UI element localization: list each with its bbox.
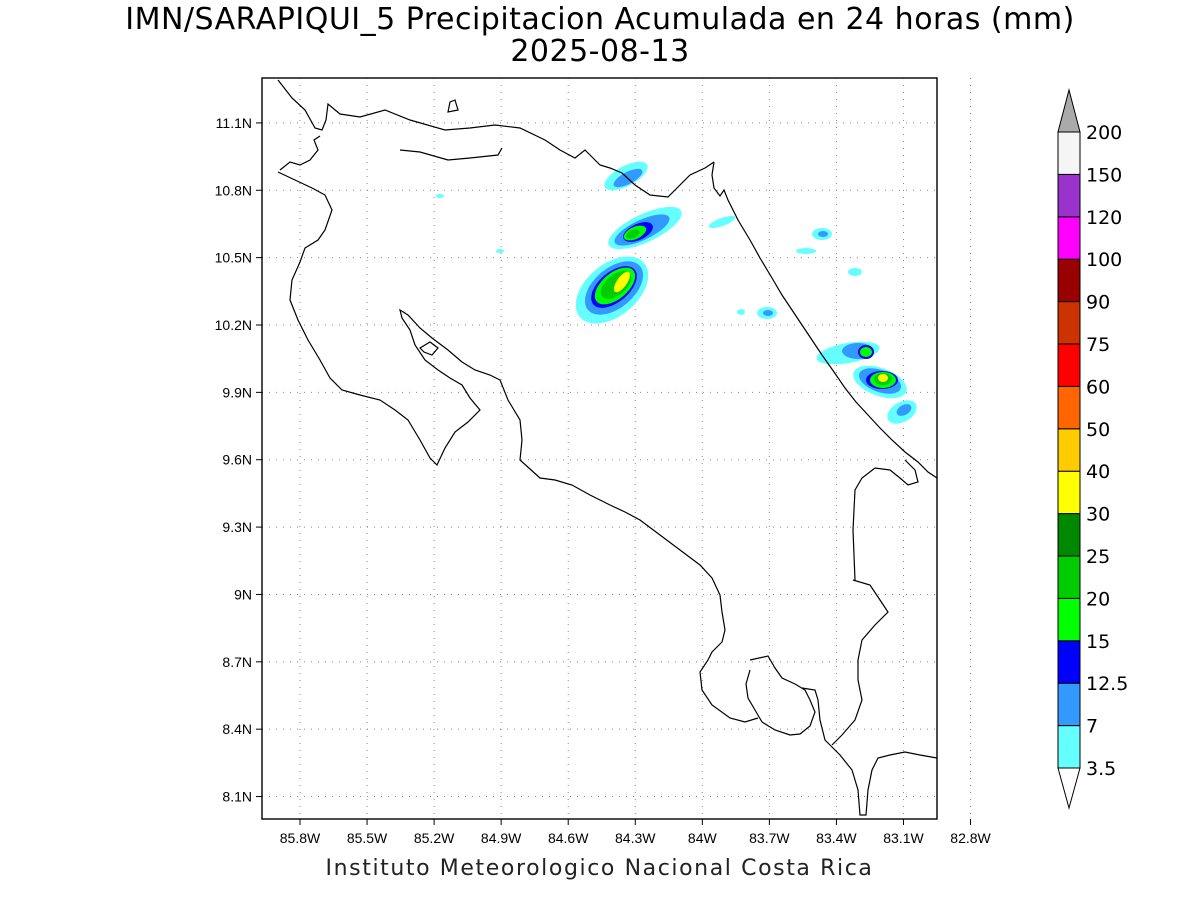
lon-tick-label: 84.3W: [615, 830, 656, 846]
lon-tick-label: 85.5W: [347, 830, 388, 846]
lat-tick-label: 8.4N: [222, 721, 252, 737]
colorbar-segment: [1057, 301, 1081, 345]
map-frame: [261, 77, 938, 820]
map-date: 2025-08-13: [510, 34, 690, 69]
lon-tick-label: 83.7W: [749, 830, 790, 846]
precip-cell-coast: [816, 341, 917, 424]
colorbar-label: 120: [1086, 207, 1122, 229]
lat-tick-label: 10.2N: [215, 317, 252, 333]
longitude-axis: 85.8W 85.5W 85.2W 84.9W 84.6W 84.3W 84W 83.7W 83…: [280, 819, 992, 846]
precip-cell-upper: [608, 206, 682, 250]
colorbar-segment: [1057, 258, 1081, 303]
lat-tick-label: 10.8N: [215, 182, 252, 198]
colorbar-under-arrow: [1057, 767, 1081, 810]
colorbar-label: 7: [1086, 716, 1098, 738]
lat-tick-label: 9.9N: [222, 384, 252, 400]
colorbar-label: 30: [1086, 504, 1110, 526]
colorbar-label: 60: [1086, 376, 1110, 398]
lon-tick-label: 82.8W: [950, 830, 991, 846]
colorbar-label: 150: [1086, 164, 1122, 186]
map-grid: [262, 78, 972, 819]
colorbar-segment: [1057, 513, 1081, 557]
colorbar-label: 15: [1086, 631, 1110, 653]
precip-cell-main: [575, 256, 649, 324]
precipitation-field: [436, 161, 917, 424]
colorbar-label: 20: [1086, 588, 1110, 610]
lon-tick-label: 84.9W: [481, 830, 522, 846]
colorbar-label: 3.5: [1086, 758, 1116, 780]
lon-tick-label: 83.1W: [883, 830, 924, 846]
colorbar-segment: [1057, 428, 1081, 472]
lon-tick-label: 83.4W: [816, 830, 857, 846]
colorbar-label: 200: [1086, 122, 1122, 144]
lat-tick-label: 10.5N: [215, 250, 252, 266]
colorbar-label: 40: [1086, 461, 1110, 483]
map-title: IMN/SARAPIQUI_5 Precipitacion Acumulada …: [125, 2, 1075, 37]
colorbar-legend: 3.5 7 12.5 15 20 25 30 40 50 60 75 90 100 120 150 200: [1057, 88, 1128, 810]
lat-tick-label: 9N: [234, 586, 252, 602]
colorbar-segment: [1057, 597, 1081, 642]
colorbar-label: 75: [1086, 334, 1110, 356]
colorbar-segment: [1057, 555, 1081, 599]
colorbar-segment: [1057, 343, 1081, 387]
coastline: [277, 79, 938, 816]
lat-tick-label: 8.1N: [222, 789, 252, 805]
colorbar-segment: [1057, 173, 1081, 218]
colorbar-label: 25: [1086, 546, 1110, 568]
lon-tick-label: 85.8W: [280, 830, 321, 846]
precip-cell-small: [436, 194, 862, 319]
colorbar-segment: [1057, 682, 1081, 727]
lon-tick-label: 84W: [688, 830, 718, 846]
colorbar-label: 12.5: [1086, 673, 1128, 695]
colorbar-label: 50: [1086, 419, 1110, 441]
colorbar-segment: [1057, 385, 1081, 430]
colorbar-segment: [1057, 216, 1081, 260]
latitude-axis: 11.1N 10.8N 10.5N 10.2N 9.9N 9.6N 9.3N 9N 8.7N 8.…: [215, 115, 262, 805]
lon-tick-label: 85.2W: [414, 830, 455, 846]
lat-tick-label: 11.1N: [216, 115, 252, 131]
colorbar-label: 90: [1086, 292, 1110, 314]
credit-line: Instituto Meteorologico Nacional Costa R…: [325, 856, 874, 881]
lat-tick-label: 8.7N: [222, 654, 252, 670]
lon-tick-label: 84.6W: [548, 830, 589, 846]
lat-tick-label: 9.3N: [222, 519, 252, 535]
colorbar-segment: [1057, 131, 1081, 175]
colorbar-segment: [1057, 725, 1081, 769]
colorbar-segment: [1057, 640, 1081, 684]
colorbar-segment: [1057, 470, 1081, 515]
colorbar-over-arrow: [1057, 88, 1081, 133]
lat-tick-label: 9.6N: [222, 452, 252, 468]
colorbar-label: 100: [1086, 249, 1122, 271]
